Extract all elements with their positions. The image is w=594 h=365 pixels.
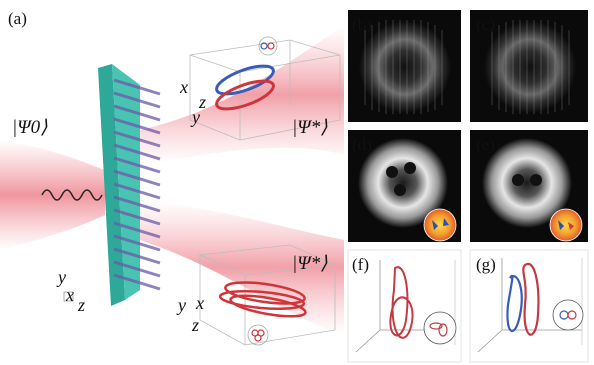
- panel-label-f: (f): [352, 255, 369, 274]
- output-state-top-label: |Ψ*⟩: [292, 117, 328, 138]
- knot-box-bottom: [198, 244, 337, 346]
- panel-label-c: (c): [476, 15, 495, 34]
- panel-label-b: (b): [352, 15, 372, 34]
- knot-box-top: [189, 36, 341, 141]
- metasurface: [98, 64, 161, 306]
- axis-z-top: z: [199, 92, 207, 112]
- output-beam-bottom: [140, 200, 345, 335]
- axis-x-bottom: x: [196, 293, 204, 313]
- panel-label-g: (g): [476, 255, 496, 274]
- axis-x-left: x: [66, 285, 74, 305]
- axis-z-left: z: [78, 295, 86, 315]
- panel-f: [347, 249, 462, 363]
- axis-y-top: y: [192, 107, 200, 127]
- axis-z-bottom: z: [192, 315, 200, 335]
- input-wave: [41, 189, 103, 201]
- axis-y-left: y: [58, 267, 66, 287]
- axis-glyph: [63, 291, 74, 302]
- panel-g: [469, 249, 589, 363]
- output-beam-top: [140, 25, 345, 165]
- input-state-label: |Ψ0⟩: [12, 117, 48, 138]
- panel-label-d: (d): [352, 135, 372, 154]
- panel-label-e: (e): [476, 135, 495, 154]
- output-state-bottom-label: |Ψ*⟩: [292, 253, 328, 274]
- axis-x-top: x: [180, 77, 188, 97]
- panel-label-a: (a): [8, 9, 27, 28]
- axis-y-bottom: y: [178, 295, 186, 315]
